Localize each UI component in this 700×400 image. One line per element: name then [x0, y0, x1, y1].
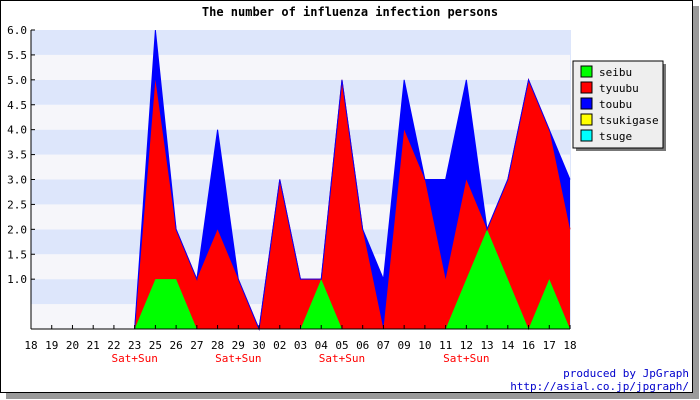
x-tick-label: 14 — [501, 339, 515, 352]
x-tick-label: 06 — [356, 339, 369, 352]
x-tick-label: 11 — [439, 339, 452, 352]
series-area-toubu — [31, 30, 570, 329]
y-tick-label: 1.5 — [7, 248, 27, 261]
legend-label-seibu: seibu — [599, 66, 632, 79]
plot-edge — [570, 30, 571, 329]
x-tick-label: 09 — [398, 339, 411, 352]
y-tick-label: 1.0 — [7, 273, 27, 286]
legend: seibu tyuubu toubu tsukigase tsuge — [572, 60, 666, 151]
x-tick-label: 27 — [190, 339, 203, 352]
y-tick-label: 2.0 — [7, 223, 27, 236]
legend-swatch-tyuubu — [580, 81, 593, 94]
grid-band — [31, 79, 570, 105]
x-tick-label: 30 — [252, 339, 265, 352]
y-tick-label: 3.5 — [7, 149, 27, 162]
y-tick-label: 5.0 — [7, 74, 27, 87]
x-tick-label: 02 — [273, 339, 286, 352]
grid-band — [31, 179, 570, 205]
legend-swatch-seibu — [580, 65, 593, 78]
y-tick-label: 4.0 — [7, 124, 27, 137]
legend-label-tsuge: tsuge — [599, 130, 632, 143]
grid-band — [31, 129, 570, 155]
y-tick-label: 3.0 — [7, 174, 27, 187]
y-tick-labels: 1.0 1.5 2.0 2.5 3.0 3.5 4.0 4.5 5.0 5.5 6.0 — [7, 24, 27, 286]
x-tick-label: 05 — [335, 339, 348, 352]
legend-label-toubu: toubu — [599, 98, 632, 111]
series-area-seibu — [31, 229, 570, 329]
y-tick-label: 5.5 — [7, 49, 27, 62]
x-tick-label: 28 — [211, 339, 224, 352]
grid-band — [31, 104, 570, 130]
x-tick-label: 04 — [315, 339, 329, 352]
x-tick-label: 17 — [543, 339, 556, 352]
y-tick-label: 4.5 — [7, 99, 27, 112]
grid-band — [31, 54, 570, 80]
x-sublabel: Sat+Sun — [111, 352, 157, 365]
x-tick-label: 20 — [66, 339, 79, 352]
x-tick-label: 18 — [563, 339, 576, 352]
x-tick-label: 16 — [522, 339, 535, 352]
credit-line-1: produced by JpGraph — [563, 367, 689, 380]
x-tick-label: 12 — [460, 339, 473, 352]
x-sublabel: Sat+Sun — [443, 352, 489, 365]
grid-band — [31, 154, 570, 180]
x-tick-label: 25 — [149, 339, 162, 352]
x-tick-label: 29 — [232, 339, 245, 352]
legend-swatch-tsuge — [580, 129, 593, 142]
x-tick-label: 19 — [45, 339, 58, 352]
legend-label-tsukigase: tsukigase — [599, 114, 659, 127]
credit-line-2: http://asial.co.jp/jpgraph/ — [510, 380, 689, 393]
chart-title: The number of influenza infection person… — [202, 5, 498, 19]
legend-swatch-tsukigase — [580, 113, 593, 126]
x-tick-label: 22 — [107, 339, 120, 352]
grid-band — [31, 30, 570, 55]
legend-swatch-toubu — [580, 97, 593, 110]
x-tick-label: 10 — [418, 339, 431, 352]
x-sublabel: Sat+Sun — [319, 352, 365, 365]
y-tick-label: 2.5 — [7, 198, 27, 211]
x-tick-label: 03 — [294, 339, 307, 352]
axes — [30, 29, 571, 330]
x-tick-label: 07 — [377, 339, 390, 352]
y-tick-label: 6.0 — [7, 24, 27, 37]
x-sublabel: Sat+Sun — [215, 352, 261, 365]
x-tick-label: 21 — [87, 339, 100, 352]
x-tick-label: 26 — [169, 339, 182, 352]
x-tick-label: 23 — [128, 339, 141, 352]
series-area-tyuubu — [31, 79, 570, 329]
legend-label-tyuubu: tyuubu — [599, 82, 639, 95]
x-tick-label: 13 — [480, 339, 493, 352]
x-tick-label: 18 — [24, 339, 37, 352]
